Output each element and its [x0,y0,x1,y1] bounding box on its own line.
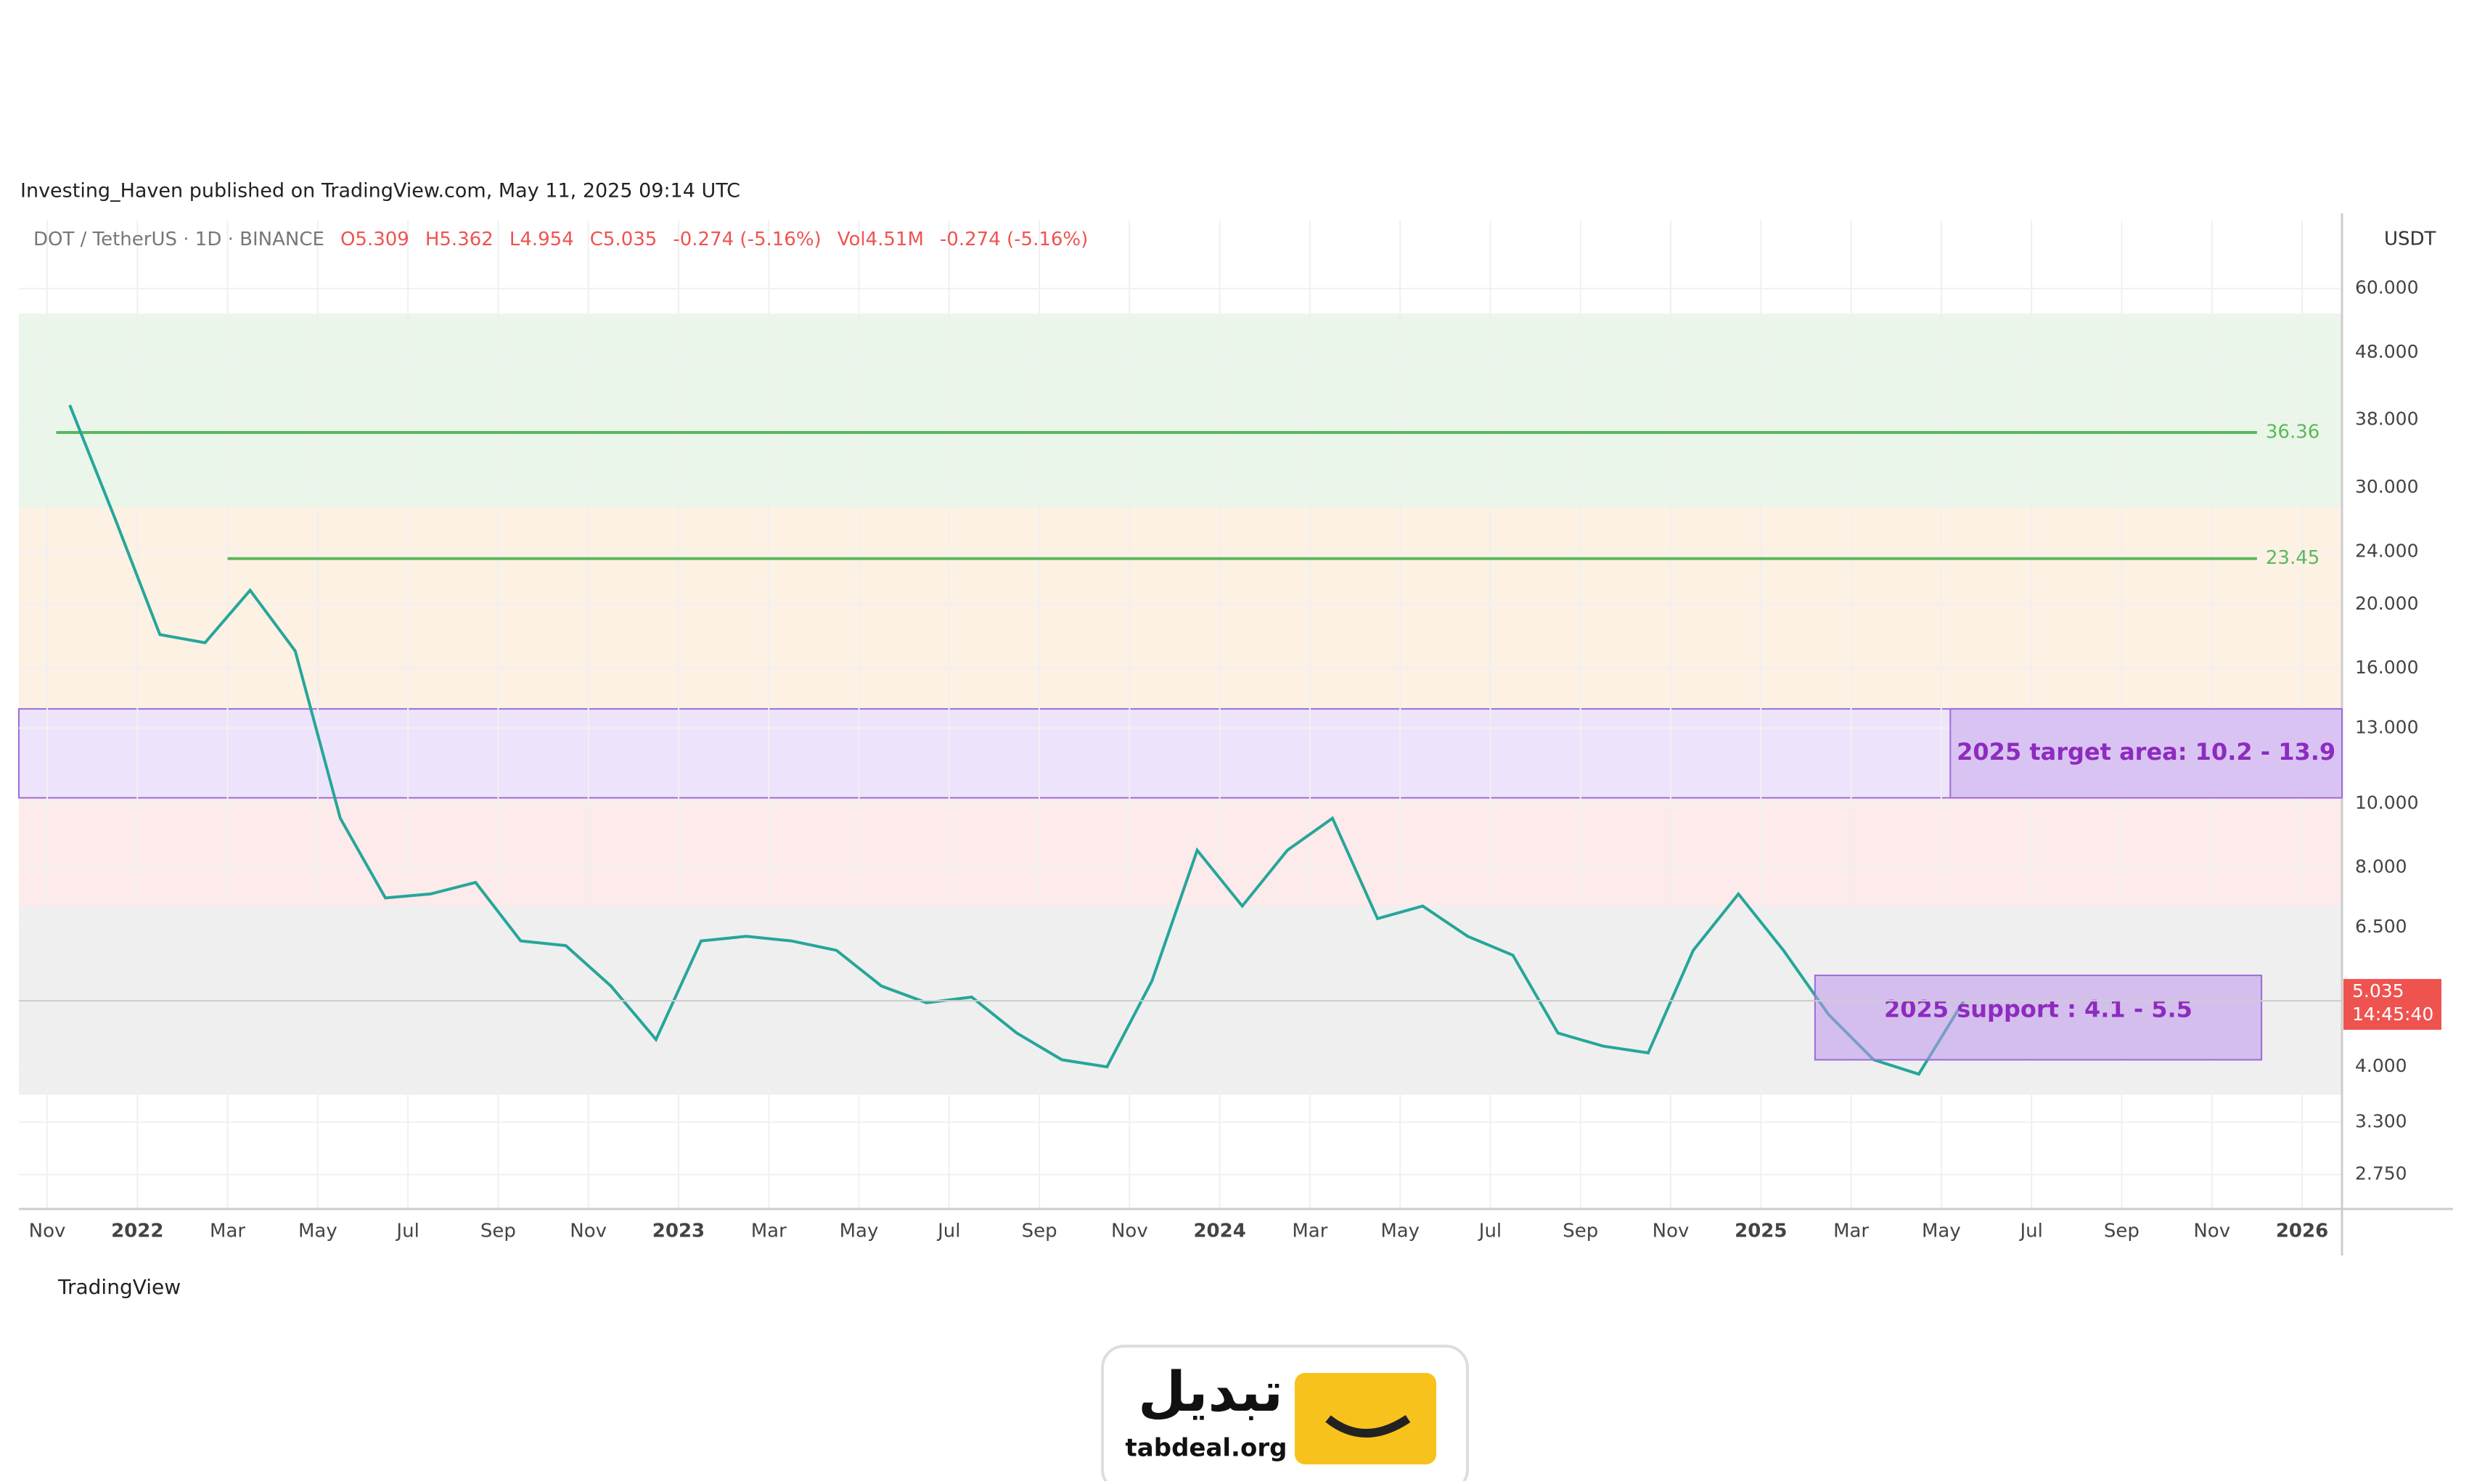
logo-icon [1295,1373,1436,1464]
legend: DOT / TetherUS · 1D · BINANCE O5.309 H5.36… [33,229,1088,250]
y-tick-label: 24.000 [2355,541,2418,562]
ohlcv-value: O5.309 [340,229,409,250]
x-tick-label: 2026 [2276,1221,2328,1242]
x-tick-label: Mar [1833,1221,1869,1242]
x-tick-label: Jul [395,1221,419,1242]
x-tick-label: Sep [1022,1221,1057,1242]
brand: TradingView [57,1275,181,1299]
support-zone [1814,975,2263,1061]
h-line-label: 36.36 [2266,422,2319,443]
ohlcv-value: H5.362 [425,229,494,250]
x-tick-label: Sep [1563,1221,1598,1242]
background-zone [19,798,2342,906]
x-tick-label: Nov [1653,1221,1690,1242]
x-tick-label: May [298,1221,337,1242]
x-tick-label: Jul [2018,1221,2042,1242]
target-label: 2025 target area: 10.2 - 13.9 [1957,738,2335,766]
countdown: 14:45:40 [2352,1004,2433,1025]
y-tick-label: 20.000 [2355,593,2418,614]
x-tick-label: Nov [1111,1221,1148,1242]
x-tick-label: Nov [29,1221,66,1242]
h-line-label: 23.45 [2266,547,2319,569]
ohlcv-value: L4.954 [509,229,574,250]
target-label-box [1949,708,2343,799]
y-tick-label: 13.000 [2355,716,2418,737]
background-zone [19,507,2342,709]
y-tick-label: 4.000 [2355,1055,2407,1076]
logo-text: تبدیل [1138,1359,1283,1424]
publisher: Investing_Haven published on TradingView… [20,180,740,202]
y-tick-label: 8.000 [2355,856,2407,877]
last-price-label: 5.035 [2352,980,2404,1001]
symbol: DOT / TetherUS · 1D · BINANCE [33,229,324,250]
y-tick-label: 60.000 [2355,277,2418,298]
x-tick-label: Jul [1478,1221,1502,1242]
x-tick-label: Jul [936,1221,960,1242]
x-tick-label: 2024 [1193,1221,1245,1242]
x-tick-label: Mar [751,1221,787,1242]
y-tick-label: 38.000 [2355,409,2418,430]
ohlcv-value: -0.274 (-5.16%) [673,229,821,250]
support-label: 2025 support : 4.1 - 5.5 [1884,995,2192,1022]
x-tick-label: May [840,1221,879,1242]
y-tick-label: 48.000 [2355,341,2418,362]
y-tick-label: 16.000 [2355,657,2418,678]
y-tick-label: 10.000 [2355,792,2418,813]
x-tick-label: Mar [1292,1221,1327,1242]
currency: USDT [2384,229,2436,250]
x-tick-label: Nov [570,1221,607,1242]
ohlcv-value: C5.035 [590,229,658,250]
x-tick-label: Sep [2104,1221,2140,1242]
x-tick-label: 2022 [111,1221,163,1242]
ohlcv-value: Vol4.51M [838,229,924,250]
ohlcv-value: -0.274 (-5.16%) [940,229,1088,250]
y-tick-label: 6.500 [2355,916,2407,937]
y-tick-label: 2.750 [2355,1163,2407,1184]
logo-site: tabdeal.org [1126,1434,1287,1463]
x-tick-label: 2025 [1735,1221,1787,1242]
y-tick-label: 30.000 [2355,476,2418,497]
x-tick-label: Mar [210,1221,245,1242]
last-price-box [2343,979,2441,1030]
x-tick-label: Nov [2193,1221,2230,1242]
price-line [68,404,1965,1076]
x-tick-label: 2023 [652,1221,705,1242]
logo-smile [1325,1414,1411,1438]
x-tick-label: May [1922,1221,1961,1242]
x-tick-label: Sep [480,1221,516,1242]
x-tick-label: May [1380,1221,1420,1242]
background-zone [19,313,2342,508]
y-tick-label: 3.300 [2355,1110,2407,1131]
